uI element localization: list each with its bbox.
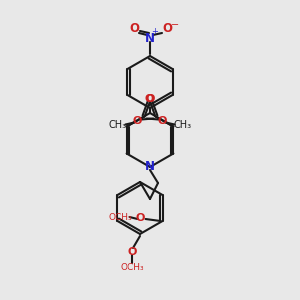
Text: +: +	[152, 26, 158, 35]
Text: CH₃: CH₃	[174, 121, 192, 130]
Text: CH₃: CH₃	[108, 121, 126, 130]
Text: O: O	[145, 94, 154, 103]
Text: OCH₃: OCH₃	[109, 212, 132, 221]
Text: O: O	[129, 22, 139, 35]
Text: O: O	[136, 213, 145, 223]
Text: N: N	[145, 32, 155, 44]
Text: N: N	[145, 160, 155, 173]
Text: O: O	[133, 116, 142, 127]
Text: O: O	[127, 247, 137, 257]
Text: O: O	[146, 94, 155, 103]
Text: O: O	[162, 22, 172, 35]
Text: −: −	[171, 20, 179, 30]
Text: O: O	[158, 116, 167, 127]
Text: OCH₃: OCH₃	[120, 263, 144, 272]
